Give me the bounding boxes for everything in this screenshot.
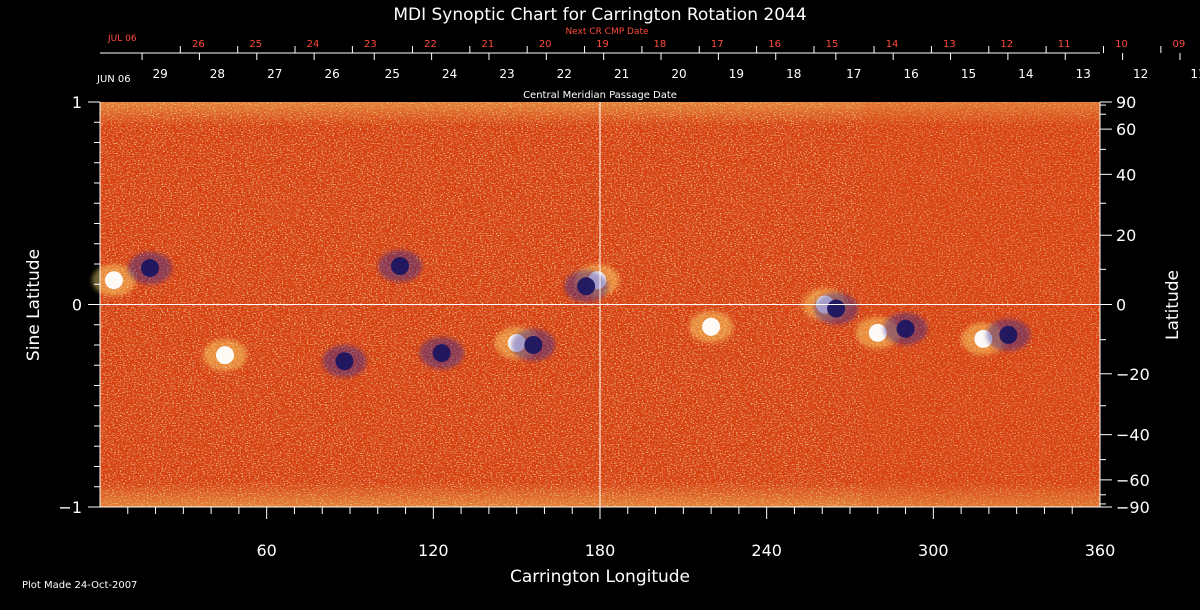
y-right-tick-label: −20 (1116, 365, 1150, 384)
next-cmp-day-label: 18 (654, 39, 667, 50)
cmp-day-label: 28 (210, 67, 225, 81)
plot-made-note: Plot Made 24-Oct-2007 (22, 580, 138, 591)
x-tick-label: 180 (585, 541, 616, 560)
cmp-day-label: 14 (1018, 67, 1033, 81)
positive-polarity-region (689, 310, 734, 343)
x-tick-label: 60 (256, 541, 276, 560)
x-tick-label: 360 (1085, 541, 1116, 560)
cmp-day-label: 19 (729, 67, 744, 81)
next-cmp-day-label: 22 (424, 39, 437, 50)
chart-title: MDI Synoptic Chart for Carrington Rotati… (393, 5, 806, 25)
region-core (896, 319, 915, 338)
cmp-day-label: 15 (961, 67, 976, 81)
negative-polarity-region (814, 292, 859, 325)
cmp-month-label: JUN 06 (96, 74, 131, 85)
y-left-tick-label: 0 (72, 296, 82, 315)
next-cmp-day-label: 23 (364, 39, 377, 50)
cmp-day-label: 11 (1190, 67, 1200, 81)
next-cmp-day-label: 19 (596, 39, 609, 50)
y-right-tick-label: 60 (1116, 120, 1136, 139)
cmp-day-label: 23 (499, 67, 514, 81)
region-core (432, 344, 451, 363)
y-right-tick-label: 40 (1116, 165, 1136, 184)
next-cmp-day-label: 26 (192, 39, 205, 50)
next-cmp-day-label: 13 (943, 39, 956, 50)
cmp-day-label: 25 (385, 67, 400, 81)
region-core (577, 277, 596, 296)
negative-polarity-region (322, 345, 367, 378)
x-tick-group: 60 120 180 240 300 360 (127, 507, 1116, 560)
cmp-day-label: 18 (786, 67, 801, 81)
cmp-day-label: 27 (267, 67, 282, 81)
y-right-tick-label: 20 (1116, 226, 1136, 245)
negative-polarity-region (883, 312, 928, 345)
next-cmp-axis-label: Next CR CMP Date (565, 27, 649, 37)
negative-polarity-region (378, 250, 422, 283)
cmp-day-label: 17 (846, 67, 861, 81)
y-left-tick-group: 1 0 −1 (58, 93, 100, 517)
region-core (868, 323, 887, 342)
negative-polarity-region (564, 270, 609, 303)
region-core (702, 317, 721, 336)
cmp-day-label: 20 (671, 67, 686, 81)
y-axis-label-left: Sine Latitude (24, 249, 44, 361)
positive-polarity-region (203, 339, 247, 372)
cmp-day-label: 16 (904, 67, 919, 81)
region-core (335, 352, 354, 371)
y-left-tick-label: −1 (58, 498, 82, 517)
next-cmp-day-label: 10 (1115, 39, 1128, 50)
negative-polarity-region (511, 329, 556, 361)
region-core (141, 259, 159, 278)
next-cmp-day-label: 24 (307, 39, 320, 50)
next-cmp-day-label: 12 (1000, 39, 1013, 50)
region-core (216, 346, 234, 365)
next-cmp-day-label: 09 (1172, 39, 1185, 50)
cmp-day-label: 24 (442, 67, 457, 81)
next-cmp-month-label: JUL 06 (107, 34, 137, 44)
region-core (104, 271, 123, 290)
next-cmp-day-label: 16 (768, 39, 781, 50)
negative-polarity-region (128, 252, 172, 285)
x-tick-label: 120 (418, 541, 449, 560)
active-region-group (91, 250, 1031, 378)
next-cmp-day-label: 17 (711, 39, 724, 50)
y-right-tick-label: −60 (1116, 471, 1150, 490)
cmp-axis-label: Central Meridian Passage Date (523, 90, 677, 101)
y-right-tick-label: −90 (1116, 498, 1150, 517)
cmp-tick-group: 2928272625242322212019181716151413121110… (141, 53, 1200, 81)
next-cmp-day-label: 15 (826, 39, 839, 50)
negative-polarity-region (419, 337, 464, 370)
y-right-tick-group: 90 60 40 20 0 −20 −40 −60 −90 (1100, 93, 1150, 517)
x-tick-label: 240 (751, 541, 782, 560)
y-right-tick-label: 90 (1116, 93, 1136, 112)
region-core (999, 325, 1018, 344)
cmp-day-label: 21 (614, 67, 629, 81)
y-left-tick-label: 1 (72, 93, 82, 112)
cmp-day-label: 29 (152, 67, 167, 81)
next-cmp-day-label: 11 (1058, 39, 1071, 50)
region-core (524, 336, 543, 354)
cmp-day-label: 22 (557, 67, 572, 81)
cmp-day-label: 12 (1133, 67, 1148, 81)
x-tick-label: 300 (918, 541, 949, 560)
region-core (391, 257, 409, 276)
y-axis-label-right: Latitude (1163, 270, 1183, 340)
region-core (827, 299, 846, 318)
y-right-tick-label: −40 (1116, 426, 1150, 445)
next-cmp-day-label: 14 (886, 39, 899, 50)
cmp-day-label: 13 (1076, 67, 1091, 81)
cmp-day-label: 26 (325, 67, 340, 81)
y-right-tick-label: 0 (1116, 296, 1126, 315)
negative-polarity-region (986, 318, 1031, 351)
next-cmp-day-label: 20 (539, 39, 552, 50)
positive-polarity-region (91, 264, 136, 297)
next-cmp-day-label: 21 (481, 39, 494, 50)
x-axis-label: Carrington Longitude (510, 567, 690, 587)
next-cmp-day-label: 25 (249, 39, 262, 50)
next-cmp-tick-group: 2625242322212019181716151413121110090807… (179, 39, 1185, 53)
